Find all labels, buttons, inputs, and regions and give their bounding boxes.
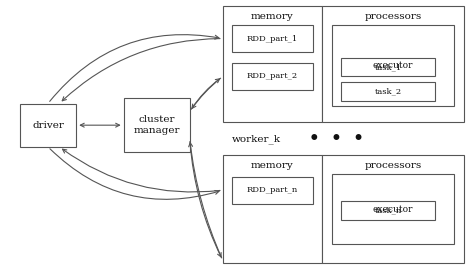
Text: cluster
manager: cluster manager xyxy=(133,116,180,135)
Bar xyxy=(223,155,322,263)
Bar xyxy=(341,201,436,220)
Bar xyxy=(232,177,313,204)
FancyArrowPatch shape xyxy=(190,141,221,257)
Text: task_n: task_n xyxy=(374,206,402,214)
FancyArrowPatch shape xyxy=(50,35,219,101)
Bar xyxy=(341,57,436,76)
Text: RDD_part_1: RDD_part_1 xyxy=(247,35,298,43)
Bar xyxy=(232,25,313,52)
Text: memory: memory xyxy=(251,12,294,21)
Bar xyxy=(331,174,455,244)
Bar xyxy=(232,63,313,90)
Text: •  •  •: • • • xyxy=(309,130,364,148)
Bar xyxy=(322,6,464,122)
Bar xyxy=(124,98,190,152)
FancyArrowPatch shape xyxy=(191,79,219,109)
Text: driver: driver xyxy=(32,121,64,130)
Bar xyxy=(19,104,76,147)
Text: processors: processors xyxy=(365,12,421,21)
Text: RDD_part_n: RDD_part_n xyxy=(247,186,298,194)
Bar xyxy=(322,155,464,263)
FancyArrowPatch shape xyxy=(192,78,220,108)
Bar xyxy=(341,82,436,101)
Bar xyxy=(331,25,455,106)
Bar xyxy=(223,6,322,122)
FancyArrowPatch shape xyxy=(189,143,222,258)
Text: memory: memory xyxy=(251,161,294,170)
Text: executor: executor xyxy=(373,61,413,70)
FancyArrowPatch shape xyxy=(50,149,219,199)
FancyArrowPatch shape xyxy=(62,39,220,101)
FancyArrowPatch shape xyxy=(63,149,220,192)
Text: task_2: task_2 xyxy=(374,87,402,95)
Text: task_1: task_1 xyxy=(374,63,402,71)
Text: processors: processors xyxy=(365,161,421,170)
Text: worker_k: worker_k xyxy=(232,134,281,144)
Text: executor: executor xyxy=(373,205,413,214)
Text: RDD_part_2: RDD_part_2 xyxy=(247,72,298,81)
FancyArrowPatch shape xyxy=(80,123,119,127)
